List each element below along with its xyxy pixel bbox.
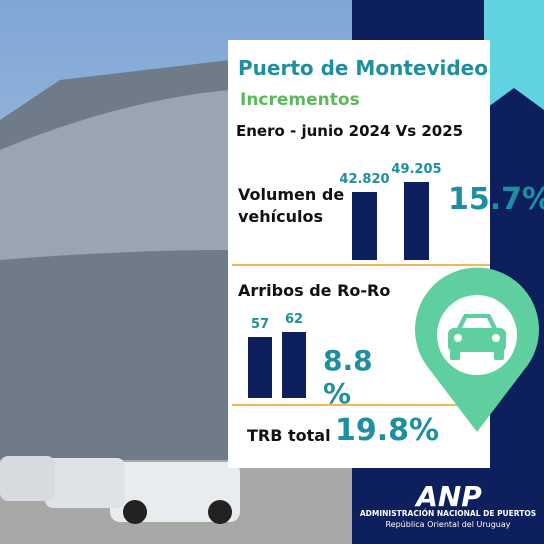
trb-label: TRB total: [247, 426, 331, 445]
trb-value: 19.8%: [335, 413, 440, 448]
chart-title: Arribos de Ro-Ro: [238, 281, 391, 300]
org-name: ADMINISTRACIÓN NACIONAL DE PUERTOS: [359, 509, 537, 518]
org-country: República Oriental del Uruguay: [385, 520, 511, 529]
value-label: 42.820: [339, 172, 390, 188]
bar: [248, 337, 272, 398]
bar: [404, 182, 429, 260]
value-label: 57: [250, 317, 270, 333]
annotation: 8.8 %: [323, 344, 373, 410]
subtitle: Incrementos: [240, 90, 360, 110]
bar: [352, 192, 377, 260]
title: Puerto de Montevideo: [238, 56, 488, 80]
chart-title: Volumen de vehículos: [238, 185, 345, 227]
value-label: 49.205: [391, 162, 442, 177]
period: Enero - junio 2024 Vs 2025: [236, 122, 464, 140]
bar: [282, 332, 306, 398]
value-label: 62: [284, 312, 304, 327]
logo: ANP: [416, 480, 482, 513]
annotation: 15.7%: [448, 182, 544, 217]
